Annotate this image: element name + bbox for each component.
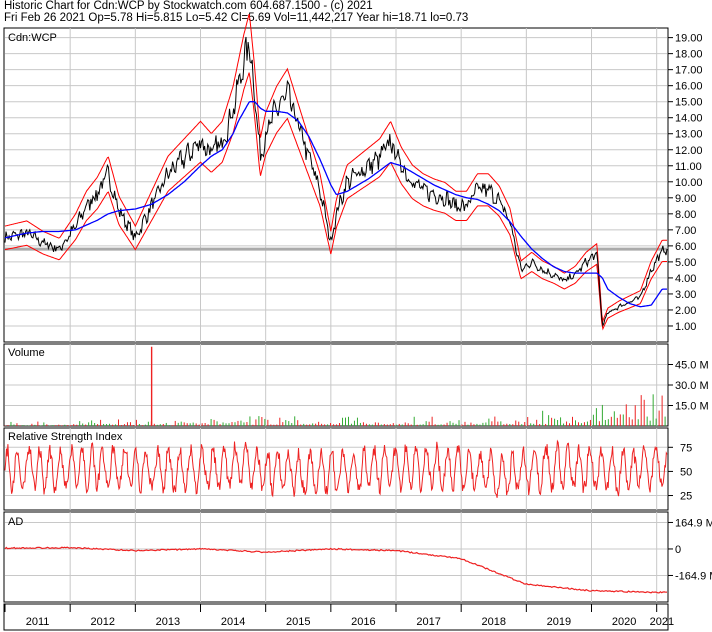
rsi-tick-label: 25 xyxy=(680,491,692,503)
price-tick-label: 3.00 xyxy=(675,289,696,301)
price-tick-label: 7.00 xyxy=(675,225,696,237)
year-label: 2014 xyxy=(221,616,245,628)
price-tick-label: 8.00 xyxy=(675,209,696,221)
moving-average-line xyxy=(4,101,667,308)
price-tick-label: 10.00 xyxy=(675,177,703,189)
volume-tick-label: 30.0 M xyxy=(675,380,709,392)
price-axis-ticks: 19.00 18.00 17.00 16.00 15.00 14.00 13.00 12.00… xyxy=(668,33,703,333)
year-label: 2011 xyxy=(26,616,50,628)
rsi-pane-frame xyxy=(3,427,669,511)
year-label: 2021 xyxy=(650,616,674,628)
rsi-series-line xyxy=(4,439,668,498)
volume-axis-ticks: 45.0 M 30.0 M 15.0 M xyxy=(668,360,709,413)
price-tick-label: 2.00 xyxy=(675,305,696,317)
price-tick-label: 9.00 xyxy=(675,193,696,205)
volume-tick-label: 45.0 M xyxy=(675,360,709,372)
price-pane-frame xyxy=(3,27,669,343)
price-pane-title: Cdn:WCP xyxy=(8,32,57,44)
price-tick-label: 5.00 xyxy=(675,257,696,269)
price-tick-label: 11.00 xyxy=(675,161,702,173)
chart-header-title: Historic Chart for Cdn:WCP by Stockwatch… xyxy=(4,0,373,12)
rsi-tick-label: 50 xyxy=(680,466,692,478)
rsi-axis-ticks: 75 50 25 xyxy=(668,442,692,503)
bollinger-upper-line xyxy=(4,13,667,323)
ad-pane-title: AD xyxy=(8,516,23,528)
year-label: 2020 xyxy=(612,616,636,628)
year-label: 2018 xyxy=(482,616,506,628)
price-tick-label: 14.00 xyxy=(675,113,703,125)
price-tick-label: 6.00 xyxy=(675,241,696,253)
volume-bars xyxy=(4,346,666,426)
price-tick-label: 15.00 xyxy=(675,97,703,109)
year-label: 2013 xyxy=(156,616,180,628)
ad-tick-label: 0 xyxy=(675,544,681,556)
price-tick-label: 4.00 xyxy=(675,273,696,285)
price-tick-label: 17.00 xyxy=(675,65,703,77)
year-label: 2012 xyxy=(91,616,115,628)
ad-series-line xyxy=(4,546,668,594)
year-label: 2019 xyxy=(547,616,571,628)
chart-header-quote: Fri Feb 26 2021 Op=5.78 Hi=5.815 Lo=5.42… xyxy=(4,12,469,24)
year-label: 2015 xyxy=(286,616,310,628)
ad-tick-label: -164.9 M xyxy=(675,570,712,582)
year-label: 2016 xyxy=(351,616,375,628)
grid-lines xyxy=(4,28,667,612)
ad-axis-ticks: 164.9 M 0 -164.9 M xyxy=(668,517,712,582)
time-axis-frame xyxy=(3,603,669,631)
price-tick-label: 18.00 xyxy=(675,49,703,61)
volume-pane-title: Volume xyxy=(8,347,45,359)
price-tick-label: 12.00 xyxy=(675,145,703,157)
price-tick-label: 19.00 xyxy=(675,33,703,45)
volume-tick-label: 15.0 M xyxy=(675,401,709,413)
price-tick-label: 16.00 xyxy=(675,81,703,93)
year-label: 2017 xyxy=(416,616,440,628)
ad-pane-frame xyxy=(3,511,669,603)
year-axis-labels: 2011 2012 2013 2014 2015 2016 2017 2018 2019 2020… xyxy=(26,616,674,628)
rsi-pane-title: Relative Strength Index xyxy=(8,431,123,443)
rsi-tick-label: 75 xyxy=(680,442,692,454)
bollinger-lower-line xyxy=(4,72,667,331)
price-tick-label: 1.00 xyxy=(675,321,696,333)
ad-tick-label: 164.9 M xyxy=(675,517,712,529)
price-tick-label: 13.00 xyxy=(675,129,703,141)
price-series-line xyxy=(4,36,668,327)
